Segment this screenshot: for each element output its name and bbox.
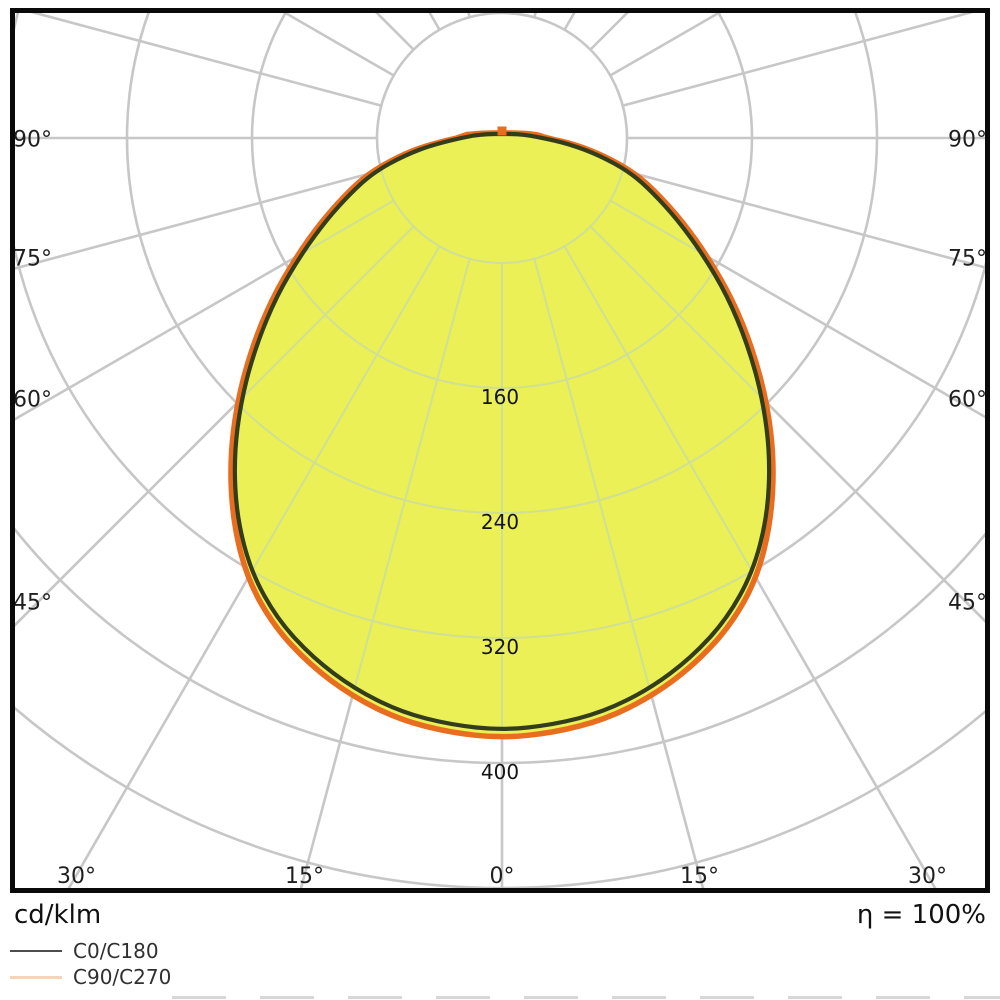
legend-label-c0-c180: C0/C180 [73, 939, 159, 963]
legend-label-c90-c270: C90/C270 [73, 965, 172, 989]
curve-c0-c180 [232, 131, 772, 731]
angle-tick-label: 60° [13, 388, 52, 413]
grid-spoke [234, 245, 441, 729]
legend-item-c90-c270: C90/C270 [10, 964, 171, 990]
angle-tick-label: 15° [285, 864, 324, 889]
grid-spoke [234, 258, 471, 729]
angle-tick-label: 45° [13, 591, 52, 616]
top-marker [497, 126, 507, 136]
angle-tick-label: 75° [13, 247, 52, 272]
radius-tick-label: 320 [481, 635, 519, 659]
angle-tick-label: 90° [948, 128, 987, 153]
grid-spoke [609, 199, 985, 419]
efficiency-label: η = 100% [856, 900, 986, 930]
grid-spoke [15, 199, 395, 421]
cropped-next-row-edge [172, 996, 1000, 999]
grid-spoke [622, 169, 985, 269]
grid-spoke [589, 225, 770, 729]
angle-tick-label: 45° [948, 591, 987, 616]
radius-tick-label: 160 [481, 385, 519, 409]
angle-tick-label: 30° [908, 864, 947, 889]
angle-tick-label: 90° [13, 128, 52, 153]
angle-tick-label: 15° [680, 864, 719, 889]
angle-tick-label: 30° [57, 864, 96, 889]
grid-spoke [533, 258, 770, 729]
polar-chart: 160 240 320 400 90° 90° 75° 75° 60° 60° 45° 45° 30° 1… [10, 8, 990, 893]
legend: C0/C180 C90/C270 [10, 938, 171, 990]
grid-spoke [563, 245, 770, 729]
angle-tick-label: 75° [948, 247, 987, 272]
radius-tick-label: 400 [481, 760, 519, 784]
legend-item-c0-c180: C0/C180 [10, 938, 171, 964]
grid-spoke [234, 225, 415, 729]
grid-spoke [15, 169, 382, 270]
grid-spoke [30, 13, 382, 107]
grid-spoke [622, 13, 974, 107]
radius-tick-label: 240 [481, 510, 519, 534]
legend-line-c90-c270 [10, 975, 62, 979]
angle-tick-label: 60° [948, 388, 987, 413]
angle-tick-label: 0° [490, 864, 515, 889]
legend-line-c0-c180 [10, 950, 62, 952]
plot-frame [10, 8, 990, 893]
units-label: cd/klm [14, 900, 102, 930]
